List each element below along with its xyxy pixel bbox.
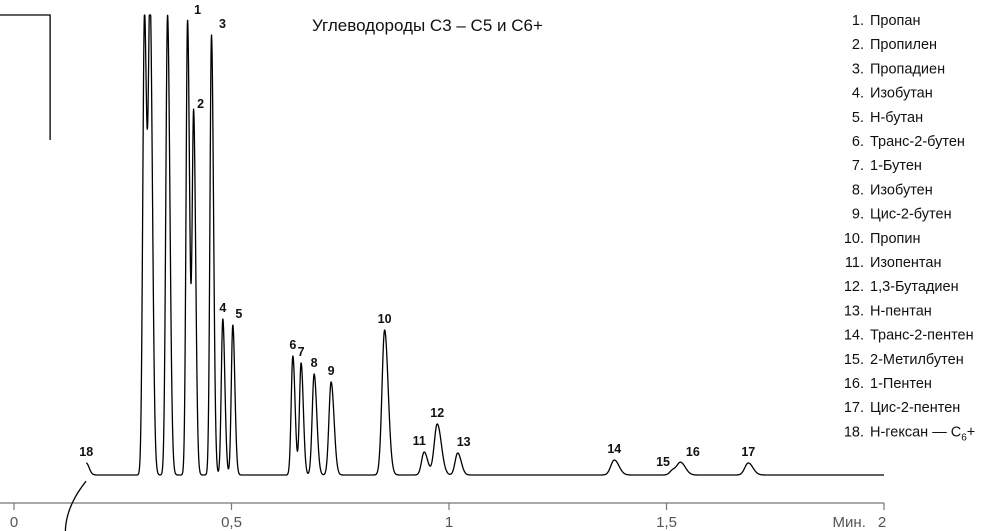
- legend-item: Транс-2-пентен: [870, 328, 974, 344]
- legend-number: 18.: [844, 424, 864, 440]
- trace: [0, 14, 885, 531]
- legend-number: 2.: [852, 37, 864, 53]
- legend-item: 1-Пентен: [870, 376, 932, 392]
- peak-label: 10: [378, 312, 392, 326]
- peak-label: 4: [219, 301, 226, 315]
- x-tick-label: 1,5: [656, 514, 677, 531]
- legend-number: 7.: [852, 158, 864, 174]
- legend-number: 10.: [844, 231, 864, 247]
- legend-item: Пропин: [870, 231, 921, 247]
- legend-number: 3.: [852, 61, 864, 77]
- peak-label: 14: [607, 442, 621, 456]
- peak-label: 17: [741, 445, 755, 459]
- legend-number: 16.: [844, 376, 864, 392]
- peak-label: 2: [197, 97, 204, 111]
- chromatogram-trace: [85, 14, 885, 476]
- peak-label: 9: [328, 364, 335, 378]
- legend-item: Пропан: [870, 13, 920, 29]
- legend-number: 6.: [852, 134, 864, 150]
- legend-number: 14.: [844, 328, 864, 344]
- chart-title: Углеводороды С3 – С5 и С6+: [312, 16, 543, 35]
- peak-label: 5: [235, 307, 242, 321]
- peak-label: 7: [298, 345, 305, 359]
- x-tick-label: 2: [878, 514, 886, 531]
- peak-label: 18: [79, 445, 93, 459]
- legend-number: 12.: [844, 279, 864, 295]
- x-axis: 0 0,5 1 1,5 2 Мин.: [0, 502, 886, 531]
- legend-number: 11.: [845, 255, 864, 271]
- peak-label: 3: [219, 17, 226, 31]
- peak-label: 13: [457, 435, 471, 449]
- legend-number: 4.: [852, 86, 864, 102]
- legend-item: Пропадиен: [870, 61, 945, 77]
- legend-item: Н-бутан: [870, 110, 923, 126]
- peak-label: 11: [413, 434, 426, 448]
- x-tick-label: 0: [10, 514, 18, 531]
- legend-number: 13.: [844, 303, 864, 319]
- peak-label: 6: [289, 338, 296, 352]
- peak-label: 16: [686, 445, 700, 459]
- legend-number: 9.: [852, 207, 864, 223]
- x-tick-label: 0,5: [221, 514, 242, 531]
- legend-item: Изобутен: [870, 182, 933, 198]
- x-axis-label: Мин.: [833, 514, 866, 531]
- legend-item: 1-Бутен: [870, 158, 922, 174]
- legend-item: Цис-2-бутен: [870, 207, 952, 223]
- legend-item: Транс-2-бутен: [870, 134, 965, 150]
- baseline-recovery-line: [64, 480, 87, 531]
- legend-number: 8.: [852, 182, 864, 198]
- peak-label: 12: [430, 406, 444, 420]
- legend-item: Цис-2-пентен: [870, 400, 960, 416]
- peak-label: 1: [194, 3, 201, 17]
- legend-item: Изобутан: [870, 86, 933, 102]
- legend-item: Изопентан: [870, 255, 941, 271]
- legend-number: 17.: [844, 400, 864, 416]
- x-tick-label: 1: [445, 514, 453, 531]
- legend-number: 1.: [852, 13, 864, 29]
- legend-item: Н-пентан: [870, 303, 932, 319]
- legend-item: Н-гексан — C6+: [870, 424, 975, 443]
- peak-label: 8: [311, 356, 318, 370]
- legend-item: 1,3-Бутадиен: [870, 279, 959, 295]
- legend-number: 15.: [844, 352, 864, 368]
- legend-item: Пропилен: [870, 37, 937, 53]
- legend-number: 5.: [852, 110, 864, 126]
- solvent-front-line: [0, 14, 51, 140]
- peak-label: 15: [656, 455, 670, 469]
- legend-item: 2-Метилбутен: [870, 352, 964, 368]
- legend: 1. Пропан 2. Пропилен 3. Пропадиен 4. Изобутан 5…: [844, 13, 975, 443]
